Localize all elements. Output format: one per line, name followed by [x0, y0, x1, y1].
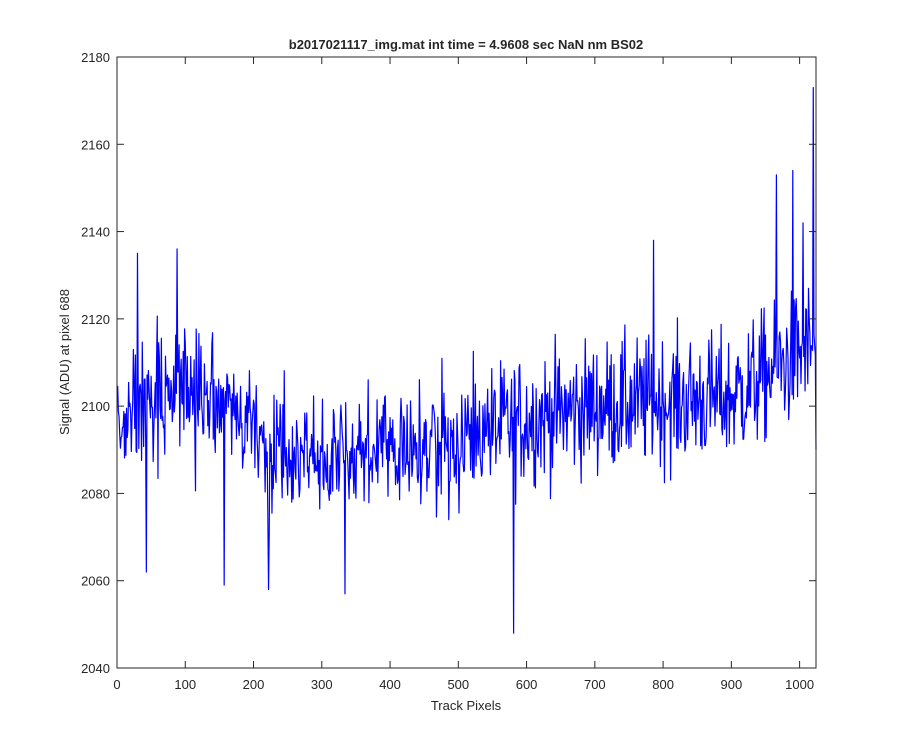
x-tick-label: 700 — [584, 677, 606, 692]
x-tick-label: 500 — [447, 677, 469, 692]
y-tick-label: 2100 — [81, 399, 110, 414]
chart-title: b2017021117_img.mat int time = 4.9608 se… — [289, 37, 643, 52]
y-axis-label: Signal (ADU) at pixel 688 — [57, 289, 72, 435]
tick-layer: 0 100 200 300 400 500 600 700 800 900 1000 2040 2060… — [81, 50, 816, 692]
y-tick-label: 2180 — [81, 50, 110, 65]
series-layer — [117, 86, 817, 634]
y-tick-label: 2120 — [81, 312, 110, 327]
x-tick-label: 800 — [652, 677, 674, 692]
y-tick-label: 2060 — [81, 574, 110, 589]
signal-series-line — [117, 86, 817, 634]
y-tick-label: 2080 — [81, 486, 110, 501]
x-tick-label: 600 — [516, 677, 538, 692]
x-axis-label: Track Pixels — [431, 698, 502, 713]
x-tick-label: 300 — [311, 677, 333, 692]
y-tick-label: 2160 — [81, 137, 110, 152]
y-tick-label: 2040 — [81, 661, 110, 676]
axes-box — [116, 56, 817, 669]
x-tick-label: 1000 — [785, 677, 814, 692]
x-tick-label: 100 — [174, 677, 196, 692]
x-tick-label: 200 — [243, 677, 265, 692]
y-tick-label: 2140 — [81, 225, 110, 240]
x-tick-label: 900 — [721, 677, 743, 692]
x-tick-label: 0 — [113, 677, 120, 692]
x-tick-label: 400 — [379, 677, 401, 692]
